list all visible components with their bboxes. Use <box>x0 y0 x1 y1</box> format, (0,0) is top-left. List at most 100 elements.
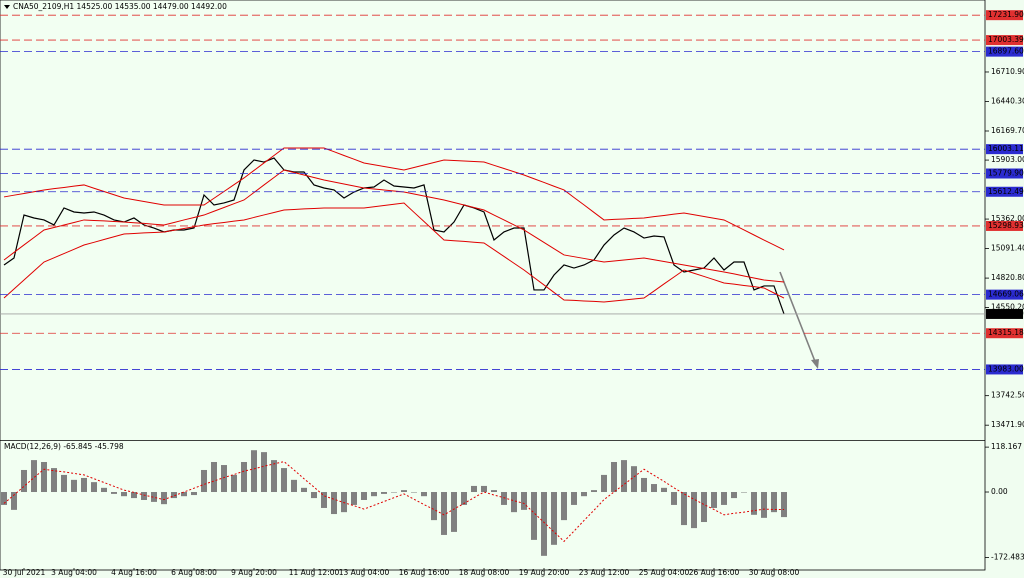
macd-bar <box>761 492 767 518</box>
y-tick-label: 15091.40 <box>991 244 1024 253</box>
macd-bar <box>441 492 447 535</box>
x-tick-label: 6 Aug 08:00 <box>171 568 217 577</box>
macd-bar <box>501 492 507 505</box>
macd-bar <box>561 492 567 521</box>
x-tick-label: 16 Aug 16:00 <box>399 568 450 577</box>
macd-bar <box>141 492 147 500</box>
x-tick-label: 30 Aug 08:00 <box>749 568 800 577</box>
macd-bar <box>271 460 277 493</box>
macd-bar <box>701 492 707 523</box>
macd-bar <box>351 492 357 505</box>
macd-bar <box>461 492 467 505</box>
level-box <box>986 186 1023 197</box>
macd-bar <box>681 492 687 526</box>
macd-bar <box>741 492 747 493</box>
middle-band-line <box>3 169 785 283</box>
level-box <box>986 308 1023 319</box>
x-tick-label: 3 Aug 04:00 <box>51 568 97 577</box>
macd-bar <box>341 492 347 513</box>
forecast-arrow <box>779 271 817 365</box>
y-tick-label: 16169.70 <box>991 126 1024 135</box>
macd-bar <box>671 492 677 505</box>
x-tick-label: 25 Aug 04:00 <box>639 568 690 577</box>
y-tick-label: 15362.00 <box>991 214 1024 223</box>
y-tick-label: 14820.80 <box>991 273 1024 282</box>
macd-bar <box>241 461 247 493</box>
macd-bar <box>181 492 187 497</box>
macd-bar <box>171 492 177 499</box>
level-label: 14315.18 <box>988 328 1024 337</box>
macd-bar <box>101 487 107 493</box>
macd-bar <box>201 469 207 493</box>
macd-bar <box>711 492 717 508</box>
macd-bar <box>1 492 7 505</box>
level-label: 17003.39 <box>988 35 1024 44</box>
level-label: 13983.00 <box>988 364 1024 373</box>
macd-bar <box>371 492 377 497</box>
x-tick-label: 18 Aug 08:00 <box>459 568 510 577</box>
x-tick-label: 9 Aug 20:00 <box>231 568 277 577</box>
macd-bar <box>221 465 227 493</box>
macd-bar <box>231 474 237 493</box>
close-line <box>3 157 785 315</box>
signal-line <box>3 461 784 543</box>
macd-bar <box>541 492 547 556</box>
chart-title: CNA50_2109,H1 14525.00 14535.00 14479.00… <box>13 2 227 11</box>
macd-bar <box>411 492 417 493</box>
macd-bar <box>361 492 367 500</box>
level-label: 15779.90 <box>988 169 1024 178</box>
macd-bar <box>251 450 257 493</box>
macd-bar <box>581 492 587 497</box>
lower-band-line <box>3 202 785 303</box>
y-tick-label: 118.167 <box>991 442 1022 451</box>
macd-bar <box>661 487 667 493</box>
macd-bar <box>81 477 87 493</box>
x-tick-label: 26 Aug 16:00 <box>689 568 740 577</box>
macd-bar <box>631 466 637 493</box>
macd-bar <box>71 479 77 493</box>
level-label: 15298.93 <box>988 221 1024 230</box>
macd-bar <box>491 490 497 493</box>
macd-bar <box>211 461 217 493</box>
macd-bar <box>721 492 727 505</box>
macd-bar <box>391 492 397 493</box>
x-tick-label: 23 Aug 12:00 <box>579 568 630 577</box>
level-box <box>986 289 1023 300</box>
y-tick-label: 13471.90 <box>991 420 1024 429</box>
x-tick-label: 13 Aug 04:00 <box>339 568 390 577</box>
upper-band-line <box>3 147 785 251</box>
menu-triangle[interactable] <box>4 5 10 9</box>
macd-bar <box>621 460 627 493</box>
level-label: 14669.06 <box>988 290 1024 299</box>
macd-bar <box>331 492 337 515</box>
macd-bar <box>651 484 657 493</box>
macd-bar <box>601 474 607 493</box>
level-box <box>986 144 1023 155</box>
macd-bar <box>521 492 527 510</box>
macd-bar <box>301 487 307 493</box>
macd-bar <box>321 492 327 508</box>
level-box <box>986 35 1023 46</box>
y-tick-label: 16710.90 <box>991 67 1024 76</box>
macd-bar <box>421 492 427 497</box>
macd-bar <box>381 492 387 494</box>
plot-frame <box>0 0 986 571</box>
level-label: 14492.00 <box>988 309 1024 318</box>
macd-bar <box>131 492 137 499</box>
macd-bar <box>611 461 617 493</box>
level-label: 15612.49 <box>988 187 1024 196</box>
y-tick-label: 15903.00 <box>991 155 1024 164</box>
macd-bar <box>401 490 407 493</box>
level-box <box>986 220 1023 231</box>
macd-bar <box>471 485 477 493</box>
macd-bar <box>151 492 157 502</box>
x-tick-label: 11 Aug 12:00 <box>289 568 340 577</box>
macd-bar <box>161 492 167 505</box>
level-box <box>986 364 1023 375</box>
macd-bar <box>61 474 67 493</box>
macd-bar <box>191 492 197 496</box>
macd-bar <box>781 492 787 518</box>
y-tick-label: 13742.50 <box>991 391 1024 400</box>
macd-bar <box>511 492 517 513</box>
